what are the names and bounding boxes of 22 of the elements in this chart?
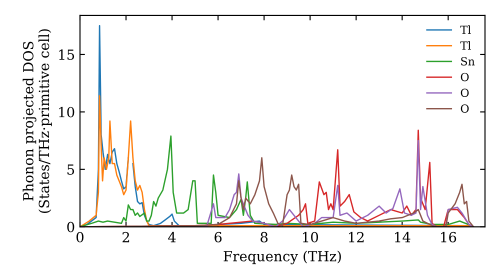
x-tick-label: 10 bbox=[302, 232, 318, 242]
legend-label: O bbox=[460, 88, 469, 98]
legend-label: O bbox=[460, 104, 469, 113]
y-tick-label: 5 bbox=[67, 164, 74, 175]
x-tick-label: 4 bbox=[168, 232, 176, 242]
x-tick-label: 6 bbox=[214, 232, 222, 242]
legend-label: Sn bbox=[461, 57, 475, 66]
line-series bbox=[80, 95, 472, 227]
legend-label: Tl bbox=[460, 41, 471, 50]
x-tick-label: 8 bbox=[260, 232, 268, 242]
x-tick-label: 0 bbox=[76, 232, 84, 242]
y-tick-label: 0 bbox=[67, 222, 74, 232]
x-tick-label: 14 bbox=[395, 232, 410, 242]
y-axis-title: Phonon projected DOS (States/THz·primitive cell) bbox=[22, 29, 52, 213]
legend-label: Tl bbox=[460, 25, 471, 34]
x-tick-label: 12 bbox=[348, 232, 364, 242]
x-tick-label: 16 bbox=[441, 232, 456, 242]
x-tick-label: 2 bbox=[122, 232, 130, 242]
y-tick-label: 10 bbox=[59, 106, 74, 118]
y-tick-label: 15 bbox=[59, 49, 74, 60]
legend-label: O bbox=[460, 72, 469, 82]
x-axis-title: Frequency (THz) bbox=[224, 250, 341, 264]
